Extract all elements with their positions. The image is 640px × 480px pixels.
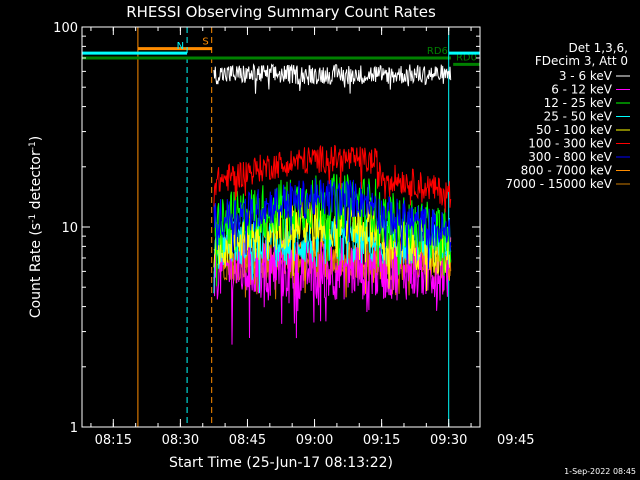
y-tick-label: 10 [61, 221, 78, 236]
axes: 08:15 08:30 08:45 09:00 09:15 09:30 09:45 1 10 10… [53, 21, 534, 448]
y-tick-label: 100 [53, 21, 78, 36]
x-tick-label: 09:30 [430, 433, 467, 448]
series-line [213, 197, 452, 292]
marker-label: S [202, 37, 208, 48]
x-tick-label: 09:45 [497, 433, 534, 448]
legend-header-line1: Det 1,3,6, [569, 41, 629, 55]
series-line [213, 144, 452, 213]
series-line [213, 178, 452, 269]
legend-entry-label: 6 - 12 keV [551, 83, 613, 97]
legend-entry-label: 12 - 25 keV [544, 96, 613, 110]
footer-timestamp: 1-Sep-2022 08:45 [564, 467, 636, 476]
y-tick-label: 1 [70, 421, 78, 436]
x-tick-label: 08:15 [95, 433, 132, 448]
series-layer [213, 63, 452, 345]
legend-entry-label: 300 - 800 keV [528, 150, 612, 164]
legend-header-line2: FDecim 3, Att 0 [535, 54, 628, 68]
x-tick-label: 08:30 [162, 433, 199, 448]
series-line [213, 63, 452, 94]
marker-label: RD0 [456, 52, 477, 63]
x-tick-label: 08:45 [229, 433, 266, 448]
legend-entry-label: 7000 - 15000 keV [505, 177, 612, 191]
x-tick-label: 09:15 [363, 433, 400, 448]
legend-entry-label: 50 - 100 keV [536, 123, 613, 137]
legend-entry-label: 25 - 50 keV [544, 110, 613, 124]
y-axis-label: Count Rate (s-1 detector-1) [28, 136, 44, 318]
legend-entry-label: 3 - 6 keV [559, 69, 613, 83]
chart-title: RHESSI Observing Summary Count Rates [126, 3, 436, 21]
x-axis-label: Start Time (25-Jun-17 08:13:22) [169, 455, 393, 471]
legend-entry-label: 100 - 300 keV [528, 137, 612, 151]
legend-entry-label: 800 - 7000 keV [521, 164, 613, 178]
marker-label: RD6 [427, 46, 448, 57]
marker-label: N [177, 41, 184, 52]
x-tick-label: 09:00 [296, 433, 333, 448]
